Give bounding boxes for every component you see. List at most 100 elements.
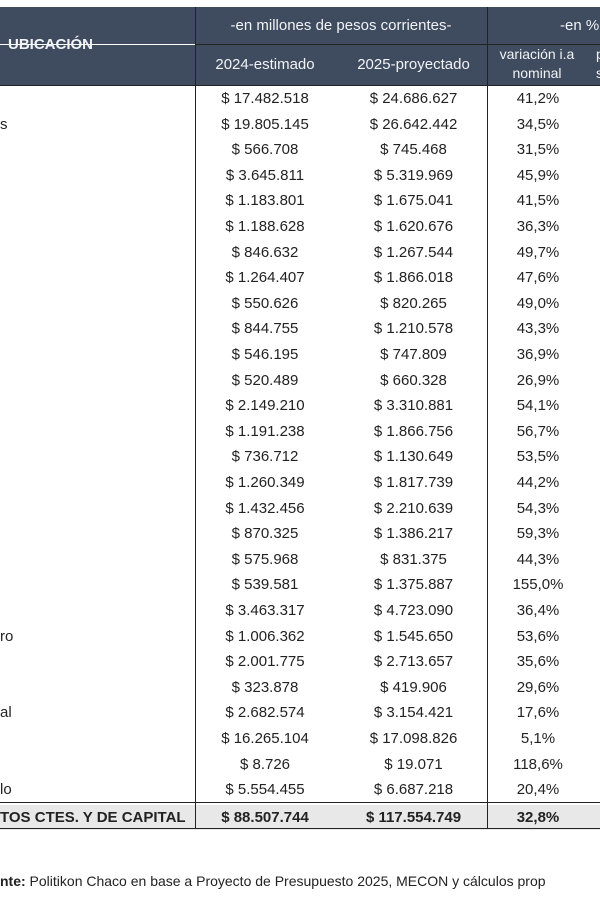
variation: 34,5% [516,115,560,133]
value-2025: $ 26.642.442 [369,115,458,133]
variation: 54,3% [516,499,560,517]
value-2024: $ 846.632 [231,243,299,261]
table-row: $ 1.260.349 $ 1.817.739 44,2% [0,470,600,496]
value-2025: $ 1.866.018 [373,269,454,287]
value-2025: $ 5.319.969 [373,166,454,184]
value-2025: $ 747.809 [380,346,447,363]
variation: 26,9% [516,371,560,389]
footnote-prefix: nte: [0,873,26,889]
header-ubicacion: UBICACIÓN [8,36,93,53]
row-label: lo [0,781,12,799]
value-2024: $ 2.682.574 [225,704,305,722]
value-2024: $ 2.001.775 [225,653,305,671]
value-2025: $ 1.545.650 [373,627,454,645]
table-row: $ 1.183.801 $ 1.675.041 41,5% [0,188,600,214]
value-2025: $ 3.154.421 [373,704,454,722]
variation: 35,6% [516,653,560,671]
value-2024: $ 1.183.801 [225,192,305,210]
value-2025: $ 1.386.217 [373,525,454,543]
header-var-line1: variación i.a [499,46,575,62]
value-2024: $ 5.554.455 [225,781,305,799]
table-row: $ 736.712 $ 1.130.649 53,5% [0,444,600,470]
value-2024: $ 1.006.362 [225,627,305,645]
value-2025: $ 820.265 [380,294,447,312]
header-band-top [0,7,600,44]
divider [0,828,600,829]
variation: 44,3% [516,550,560,568]
total-row: TOS CTES. Y DE CAPITAL $ 88.507.744 $ 11… [0,804,600,831]
row-label: ro [0,627,14,645]
value-2024: $ 323.878 [231,678,299,696]
row-label: al [0,704,12,722]
row-label: s [0,115,8,133]
variation: 56,7% [516,422,560,440]
header-2025: 2025-proyectado [357,56,470,73]
table-row: $ 3.463.317 $ 4.723.090 36,4% [0,598,600,624]
value-2024: $ 550.626 [231,294,299,312]
value-2025: $ 831.375 [380,550,447,568]
table-row: $ 844.755 $ 1.210.578 43,3% [0,316,600,342]
value-2025: $ 1.620.676 [373,218,454,235]
table-row: $ 1.264.407 $ 1.866.018 47,6% [0,265,600,291]
value-2024: $ 1.191.238 [225,422,305,440]
value-2024: $ 520.489 [231,371,299,389]
total-2025: $ 117.554.749 [365,808,462,826]
value-2024: $ 1.260.349 [225,474,305,491]
value-2025: $ 1.866.756 [373,422,454,440]
table-row: $ 1.188.628 $ 1.620.676 36,3% [0,214,600,240]
total-2024: $ 88.507.744 [221,808,309,826]
header-group-pct: -en % [560,17,600,34]
table-row: $ 575.968 $ 831.375 44,3% [0,547,600,573]
total-label: TOS CTES. Y DE CAPITAL [0,808,186,826]
value-2024: $ 3.645.811 [225,166,305,184]
source-footnote: nte: Politikon Chaco en base a Proyecto … [0,873,546,889]
value-2024: $ 546.195 [231,346,299,363]
value-2025: $ 17.098.826 [369,730,458,747]
table-row: $ 3.645.811 $ 5.319.969 45,9% [0,163,600,189]
value-2025: $ 745.468 [380,141,447,159]
table-row: $ 520.489 $ 660.328 26,9% [0,368,600,394]
value-2024: $ 8.726 [239,755,291,773]
variation: 47,6% [516,269,560,287]
value-2024: $ 844.755 [231,320,299,338]
table-row: ro $ 1.006.362 $ 1.545.650 53,6% [0,624,600,650]
variation: 36,4% [516,602,560,619]
table-row: al $ 2.682.574 $ 3.154.421 17,6% [0,700,600,726]
value-2024: $ 575.968 [231,550,299,568]
variation: 155,0% [512,576,564,594]
value-2025: $ 1.210.578 [373,320,454,338]
variation: 54,1% [516,397,560,415]
value-2025: $ 6.687.218 [373,781,454,799]
variation: 44,2% [516,474,560,491]
value-2025: $ 419.906 [380,678,447,696]
footnote-text: Politikon Chaco en base a Proyecto de Pr… [25,873,546,889]
divider [0,802,600,803]
value-2024: $ 1.188.628 [225,218,305,235]
header-band-bottom [0,45,600,85]
variation: 41,2% [516,90,560,107]
table-row: $ 8.726 $ 19.071 118,6% [0,752,600,778]
variation: 20,4% [516,781,560,799]
variation: 29,6% [516,678,560,696]
variation: 43,3% [516,320,560,338]
value-2024: $ 17.482.518 [221,90,309,107]
table-row: $ 16.265.104 $ 17.098.826 5,1% [0,726,600,752]
header-partial-2: s [596,65,600,81]
table-row: $ 2.001.775 $ 2.713.657 35,6% [0,649,600,675]
variation: 31,5% [516,141,560,159]
table-row: $ 870.325 $ 1.386.217 59,3% [0,521,600,547]
divider [487,7,488,828]
variation: 53,5% [516,448,560,466]
value-2024: $ 539.581 [231,576,299,594]
table-row: lo $ 5.554.455 $ 6.687.218 20,4% [0,777,600,803]
value-2025: $ 660.328 [380,371,447,389]
value-2025: $ 3.310.881 [373,397,454,415]
table-row: s $ 19.805.145 $ 26.642.442 34,5% [0,112,600,138]
value-2025: $ 24.686.627 [369,90,458,107]
value-2025: $ 1.817.739 [373,474,454,491]
value-2024: $ 19.805.145 [221,115,309,133]
value-2025: $ 1.130.649 [373,448,454,466]
value-2025: $ 4.723.090 [373,602,454,619]
value-2024: $ 16.265.104 [221,730,309,747]
variation: 36,3% [516,218,560,235]
